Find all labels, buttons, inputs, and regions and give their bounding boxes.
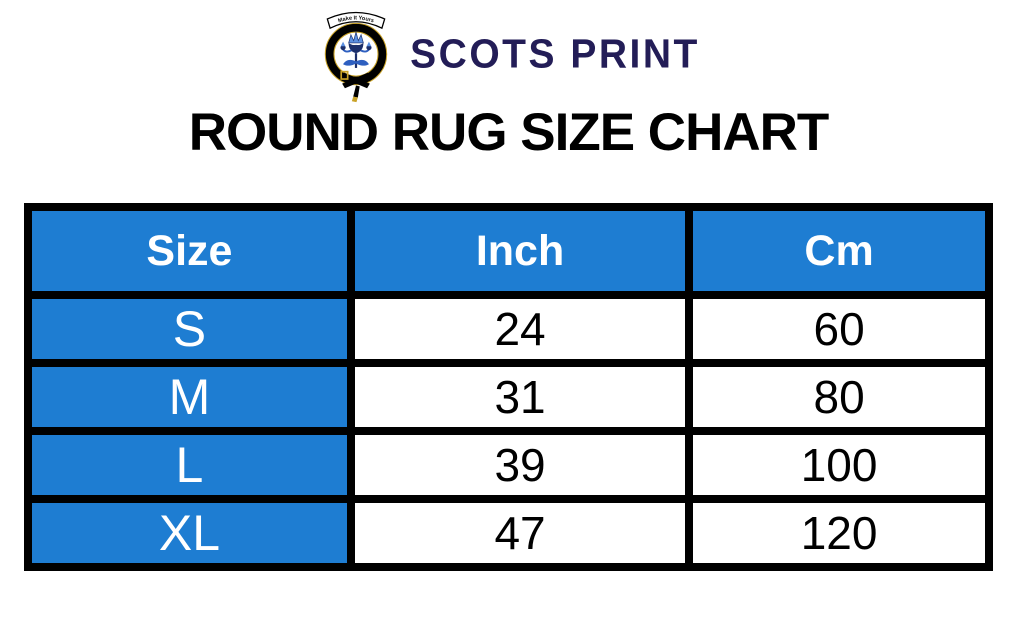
table-row: XL 47 120 [24, 495, 993, 571]
table-row: L 39 100 [24, 427, 993, 503]
cm-cell: 100 [685, 427, 993, 503]
crest-strap-icon [340, 70, 371, 103]
table-row: S 24 60 [24, 291, 993, 367]
crest-gold-outer-ring [324, 22, 388, 86]
header-cell-cm: Cm [685, 203, 993, 299]
page-title: ROUND RUG SIZE CHART [188, 103, 830, 162]
thistle-icon [340, 30, 372, 68]
header-cell-size: Size [24, 203, 355, 299]
crest-banner-text: Make It Yours [338, 15, 375, 24]
cm-cell: 60 [685, 291, 993, 367]
clan-crest-icon: Make It Yours [324, 11, 388, 103]
inch-cell: 47 [346, 495, 694, 571]
logo: Make It Yours SCOTS PRINT [0, 6, 1017, 104]
header-row: Size Inch Cm [24, 203, 993, 299]
size-cell: S [24, 291, 355, 367]
brand-wordmark: SCOTS PRINT [410, 31, 700, 78]
header-cell-inch: Inch [346, 203, 694, 299]
cm-cell: 120 [685, 495, 993, 571]
crest-banner: Make It Yours [326, 11, 386, 30]
inch-cell: 24 [346, 291, 694, 367]
size-cell: XL [24, 495, 355, 571]
cm-cell: 80 [685, 359, 993, 435]
inch-cell: 31 [346, 359, 694, 435]
size-cell: M [24, 359, 355, 435]
size-cell: L [24, 427, 355, 503]
table-row: M 31 80 [24, 359, 993, 435]
inch-cell: 39 [346, 427, 694, 503]
size-chart-table: Size Inch Cm S 24 60 M 31 80 L 39 100 [24, 203, 993, 571]
svg-text:Make It Yours: Make It Yours [338, 15, 375, 24]
